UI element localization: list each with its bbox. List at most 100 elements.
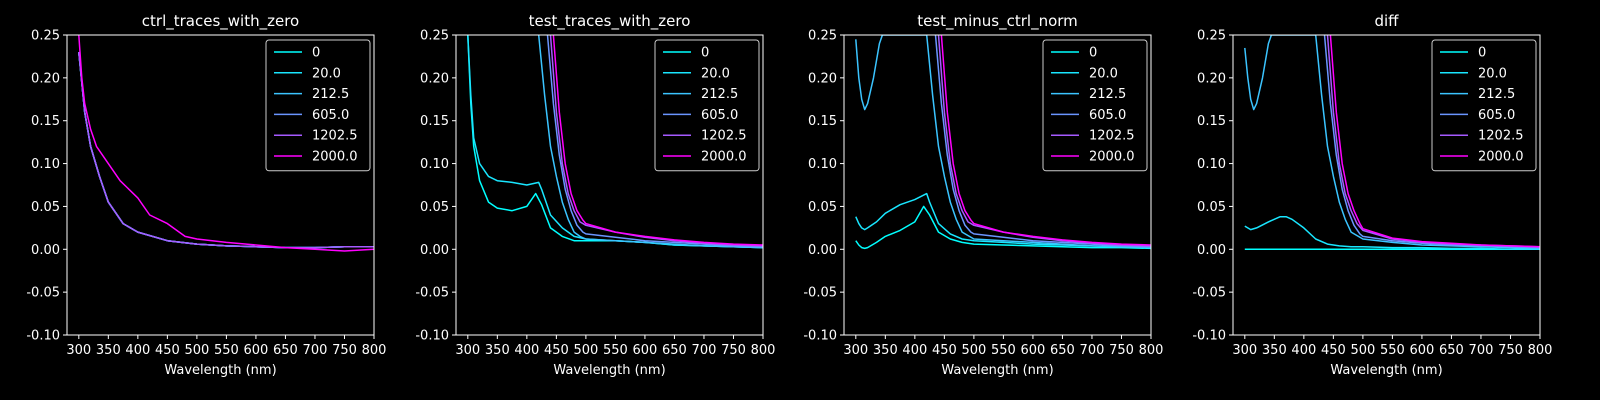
x-tick-label: 300 [455, 343, 480, 358]
x-tick-label: 750 [1109, 343, 1134, 358]
x-tick-label: 550 [603, 343, 628, 358]
x-tick-label: 650 [273, 343, 298, 358]
x-tick-label: 500 [573, 343, 598, 358]
series-line-2000.0 [552, 35, 763, 246]
legend: 0 20.0 212.5 605.0 1202.5 2000.0 [265, 39, 371, 172]
x-tick-label: 450 [155, 343, 180, 358]
y-tick-label: 0.00 [808, 243, 837, 258]
x-tick-label: 600 [1410, 343, 1435, 358]
y-tick-label: 0.05 [1197, 200, 1226, 215]
series-line-212.5 [855, 35, 1151, 249]
y-tick-label: 0.20 [31, 71, 60, 86]
legend-label: 0 [701, 46, 709, 61]
plot-frame [1232, 34, 1541, 336]
x-tick-label: 400 [125, 343, 150, 358]
y-tick-label: 0.10 [808, 157, 837, 172]
series-line-212.5 [1244, 35, 1540, 250]
x-tick-label: 450 [932, 343, 957, 358]
x-tick-label: 500 [1350, 343, 1375, 358]
y-tick-label: 0.00 [1197, 243, 1226, 258]
x-tick-label: 350 [485, 343, 510, 358]
legend-label: 212.5 [1089, 87, 1126, 102]
y-tick-label: 0.15 [808, 114, 837, 129]
legend-label: 212.5 [312, 87, 349, 102]
plot-frame [455, 34, 764, 336]
x-tick-label: 600 [244, 343, 269, 358]
legend-label: 2000.0 [1089, 150, 1135, 165]
legend-label: 1202.5 [1478, 129, 1524, 144]
y-tick-label: 0.25 [808, 29, 837, 44]
x-axis-label: Wavelength (nm) [553, 363, 665, 378]
y-tick-label: 0.05 [808, 200, 837, 215]
x-tick-label: 450 [1321, 343, 1346, 358]
y-tick-label: 0.00 [31, 243, 60, 258]
x-tick-label: 350 [96, 343, 121, 358]
legend-label: 605.0 [1089, 108, 1126, 123]
series-line-605.0 [1323, 35, 1540, 249]
y-tick-label: 0.25 [31, 29, 60, 44]
y-tick-label: 0.20 [808, 71, 837, 86]
legend-label: 20.0 [701, 66, 730, 81]
y-tick-label: 0.10 [31, 157, 60, 172]
x-tick-label: 750 [332, 343, 357, 358]
series-line-0 [855, 205, 1151, 250]
x-tick-label: 550 [1380, 343, 1405, 358]
x-tick-label: 650 [662, 343, 687, 358]
legend-label: 20.0 [1478, 66, 1507, 81]
x-tick-label: 600 [1021, 343, 1046, 358]
y-tick-label: -0.05 [1192, 286, 1226, 301]
series-lines [467, 35, 763, 249]
x-axis-label: Wavelength (nm) [941, 363, 1053, 378]
series-line-605.0 [934, 35, 1151, 248]
y-tick-label: 0.20 [420, 71, 449, 86]
series-lines [1244, 35, 1540, 251]
chart-panel-ctrl-traces-with-zero: ctrl_traces_with_zero Wavelength (nm) 30… [26, 12, 386, 378]
x-tick-label: 400 [514, 343, 539, 358]
y-tick-label: -0.10 [26, 329, 60, 344]
series-line-20.0 [1244, 215, 1540, 251]
chart-title: diff [1374, 12, 1399, 30]
series-line-2000.0 [1329, 35, 1540, 248]
y-tick-label: -0.05 [415, 286, 449, 301]
x-tick-label: 650 [1439, 343, 1464, 358]
legend-label: 212.5 [701, 87, 738, 102]
chart-panel-test-traces-with-zero: test_traces_with_zero Wavelength (nm) 30… [415, 12, 775, 378]
x-tick-label: 800 [751, 343, 776, 358]
x-tick-label: 400 [1291, 343, 1316, 358]
legend-label: 0 [1478, 46, 1486, 61]
y-tick-label: -0.10 [803, 329, 837, 344]
x-tick-label: 800 [1139, 343, 1164, 358]
x-tick-label: 300 [1232, 343, 1257, 358]
legend-label: 212.5 [1478, 87, 1515, 102]
chart-panel-test-minus-ctrl-norm: test_minus_ctrl_norm Wavelength (nm) 300… [803, 12, 1163, 378]
x-tick-label: 500 [184, 343, 209, 358]
legend-label: 20.0 [312, 66, 341, 81]
x-axis-label: Wavelength (nm) [1330, 363, 1442, 378]
legend-label: 2000.0 [701, 150, 747, 165]
x-tick-label: 650 [1050, 343, 1075, 358]
x-axis-label: Wavelength (nm) [164, 363, 276, 378]
legend-label: 0 [1089, 46, 1097, 61]
x-tick-label: 750 [1498, 343, 1523, 358]
y-tick-label: 0.15 [31, 114, 60, 129]
legend: 0 20.0 212.5 605.0 1202.5 2000.0 [1042, 39, 1148, 172]
series-line-605.0 [546, 35, 763, 248]
legend-label: 1202.5 [701, 129, 747, 144]
chart-title: test_traces_with_zero [529, 12, 691, 31]
x-tick-label: 350 [1262, 343, 1287, 358]
series-line-2000.0 [940, 35, 1151, 246]
x-tick-label: 700 [1080, 343, 1105, 358]
x-tick-label: 300 [843, 343, 868, 358]
y-tick-label: 0.05 [420, 200, 449, 215]
x-tick-label: 550 [214, 343, 239, 358]
y-tick-label: 0.15 [1197, 114, 1226, 129]
series-line-2000.0 [78, 35, 374, 252]
legend-label: 2000.0 [1478, 150, 1524, 165]
x-tick-label: 350 [873, 343, 898, 358]
series-line-20.0 [855, 192, 1151, 249]
x-tick-label: 600 [633, 343, 658, 358]
x-tick-label: 800 [1528, 343, 1553, 358]
y-tick-label: 0.15 [420, 114, 449, 129]
x-tick-label: 800 [362, 343, 387, 358]
